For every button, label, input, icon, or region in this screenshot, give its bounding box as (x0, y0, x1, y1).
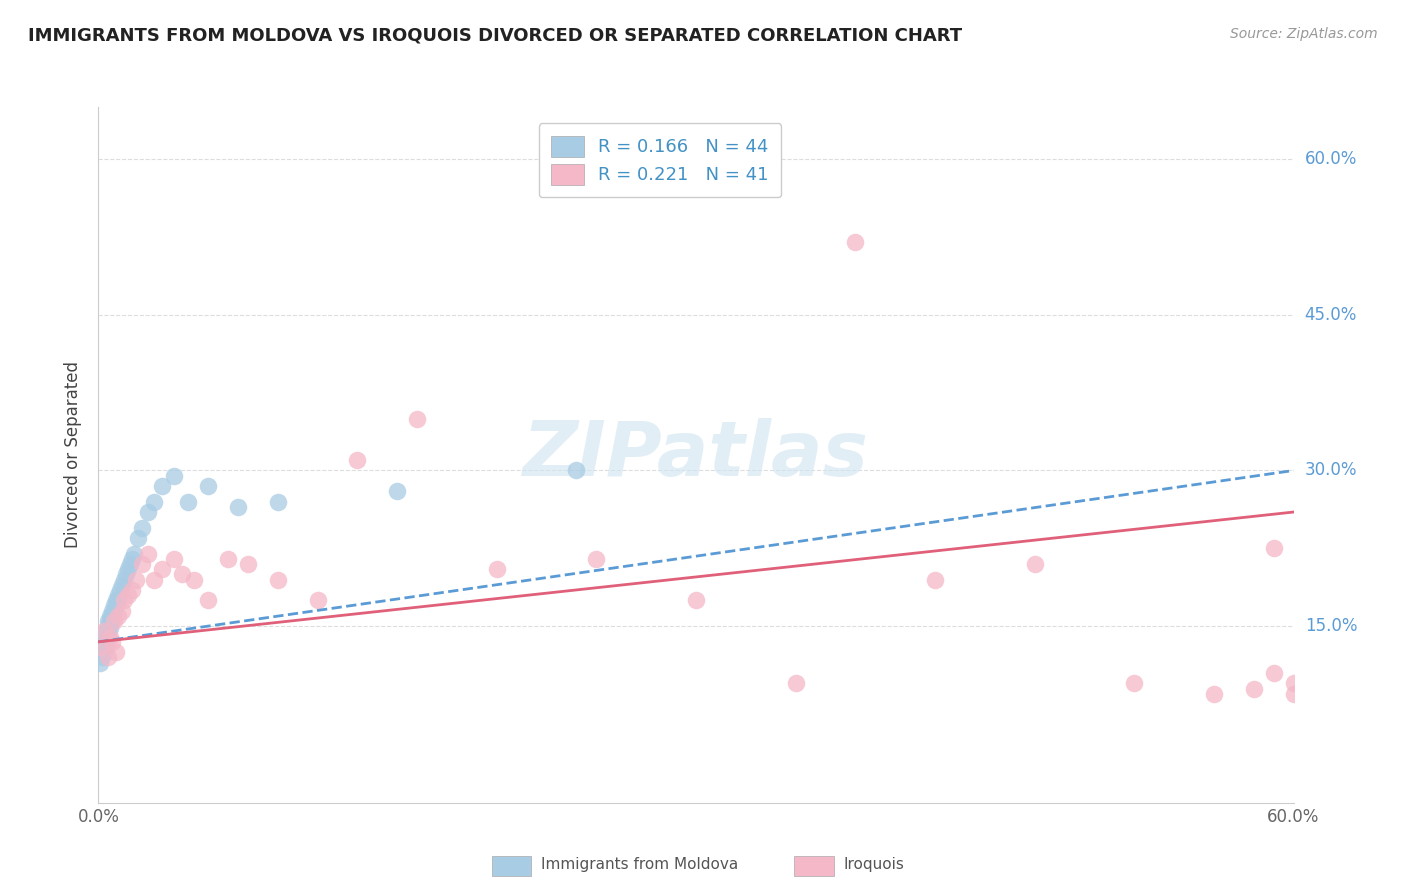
Point (136, 547, 159, 561)
Point (124, 547, 146, 561)
Point (120, 557, 142, 571)
Point (131, 557, 153, 571)
Text: 15.0%: 15.0% (1305, 617, 1357, 635)
Point (97, 619, 120, 633)
Point (785, 676, 807, 690)
Point (91, 640, 114, 654)
Point (115, 567, 138, 582)
Point (236, 557, 259, 571)
Point (385, 484, 409, 499)
Point (143, 573, 166, 587)
Point (98, 621, 122, 635)
Point (197, 479, 219, 493)
Point (177, 494, 200, 508)
Point (1263, 541, 1285, 556)
Text: IMMIGRANTS FROM MOLDOVA VS IROQUOIS DIVORCED OR SEPARATED CORRELATION CHART: IMMIGRANTS FROM MOLDOVA VS IROQUOIS DIVO… (28, 27, 962, 45)
Point (105, 593, 128, 607)
Point (143, 494, 166, 508)
Point (585, 551, 607, 566)
Point (131, 520, 153, 534)
Point (97, 650, 120, 665)
Point (93, 624, 115, 639)
Point (111, 604, 134, 618)
Point (197, 593, 219, 607)
Point (150, 562, 173, 576)
Point (89, 656, 111, 670)
Point (924, 573, 946, 587)
Text: ZIPatlas: ZIPatlas (523, 418, 869, 491)
Point (121, 551, 143, 566)
Point (101, 635, 124, 649)
Point (844, 235, 866, 249)
Point (346, 453, 368, 467)
Point (406, 411, 429, 425)
Point (226, 500, 249, 514)
Point (97, 624, 120, 639)
Point (127, 531, 149, 545)
Point (163, 468, 186, 483)
Point (98, 630, 122, 644)
Point (150, 479, 173, 493)
Point (93, 645, 115, 659)
Point (110, 582, 132, 597)
Point (111, 578, 134, 592)
Point (307, 593, 329, 607)
Point (217, 551, 239, 566)
Point (97, 614, 120, 628)
Point (183, 573, 205, 587)
Point (107, 608, 129, 623)
Point (101, 608, 124, 623)
Point (1024, 557, 1046, 571)
Point (107, 593, 129, 607)
Point (1282, 687, 1305, 701)
Point (103, 604, 125, 618)
Point (112, 573, 135, 587)
Point (172, 567, 194, 582)
Point (93, 635, 115, 649)
Legend: R = 0.166   N = 44, R = 0.221   N = 41: R = 0.166 N = 44, R = 0.221 N = 41 (538, 123, 782, 197)
Point (103, 599, 125, 613)
Point (93, 630, 115, 644)
Point (485, 562, 508, 576)
Point (89, 640, 111, 654)
Text: 45.0%: 45.0% (1305, 306, 1357, 324)
Text: 60.0%: 60.0% (1305, 150, 1357, 168)
Point (121, 582, 143, 597)
Point (105, 599, 128, 613)
Point (103, 614, 125, 628)
Point (163, 551, 186, 566)
Point (267, 573, 290, 587)
Y-axis label: Divorced or Separated: Divorced or Separated (65, 361, 83, 549)
Point (685, 593, 707, 607)
Point (1123, 676, 1146, 690)
Point (101, 614, 124, 628)
Point (1202, 687, 1225, 701)
Point (117, 562, 139, 576)
Point (101, 604, 124, 618)
Point (565, 463, 588, 477)
Point (96, 640, 118, 654)
Point (98, 608, 122, 623)
Point (96, 630, 118, 644)
Text: 30.0%: 30.0% (1305, 461, 1357, 480)
Point (96, 624, 118, 639)
Text: Source: ZipAtlas.com: Source: ZipAtlas.com (1230, 27, 1378, 41)
Point (125, 573, 148, 587)
Text: Iroquois: Iroquois (844, 857, 904, 871)
Point (112, 593, 135, 607)
Point (91, 650, 114, 665)
Point (136, 505, 159, 519)
Point (98, 614, 122, 628)
Point (117, 588, 139, 602)
Point (1243, 681, 1265, 696)
Point (105, 645, 128, 659)
Text: Immigrants from Moldova: Immigrants from Moldova (541, 857, 738, 871)
Point (1282, 676, 1305, 690)
Point (107, 588, 129, 602)
Point (267, 494, 290, 508)
Point (1263, 665, 1285, 680)
